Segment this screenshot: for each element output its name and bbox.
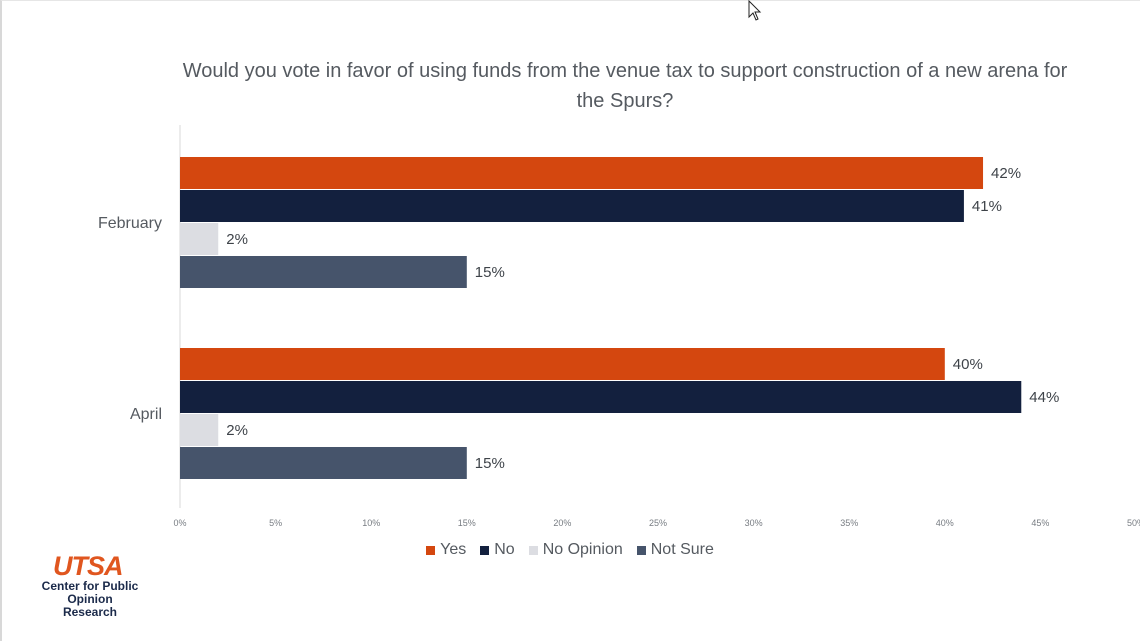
legend-label-not-sure: Not Sure <box>650 541 714 558</box>
bar-february-not-sure <box>180 256 467 288</box>
tick-labels-group: 0% 5% 10% 15% 20% 25% 30% 35% 40% 45% 50% <box>173 518 1140 528</box>
tick-label-5: 5% <box>269 518 282 528</box>
bar-february-yes <box>180 157 984 189</box>
logo-wordmark: UTSA <box>53 551 124 581</box>
tick-label-25: 25% <box>649 518 667 528</box>
tick-label-40: 40% <box>936 518 954 528</box>
legend-swatch-yes <box>426 545 436 555</box>
legend-item-no-opinion: No Opinion <box>528 541 623 559</box>
legend-swatch-no <box>480 545 490 555</box>
tick-label-20: 20% <box>553 518 571 528</box>
data-label-february-yes: 42% <box>991 165 1021 182</box>
bars-group <box>180 157 1022 479</box>
data-label-april-yes: 40% <box>953 356 983 373</box>
logo-subtitle-line1: Center for Public <box>41 579 139 593</box>
data-label-april-no-opinion: 2% <box>226 422 248 439</box>
mouse-cursor-icon <box>748 0 762 21</box>
category-label-april: April <box>130 406 162 423</box>
tick-label-0: 0% <box>173 518 186 528</box>
logo-subtitle-line2: Opinion Research <box>62 592 118 619</box>
legend-label-yes: Yes <box>440 541 467 558</box>
tick-label-30: 30% <box>745 518 763 528</box>
legend-item-not-sure: Not Sure <box>636 541 714 559</box>
legend-item-no: No <box>480 541 515 559</box>
data-label-april-not-sure: 15% <box>475 455 505 472</box>
legend-swatch-not-sure <box>636 545 646 555</box>
logo-subtitle: Center for Public Opinion Research <box>40 580 140 619</box>
legend: Yes No No Opinion Not Sure <box>0 541 1140 559</box>
tick-label-50: 50% <box>1127 518 1140 528</box>
legend-swatch-no-opinion <box>528 545 538 555</box>
data-label-april-no: 44% <box>1029 389 1059 406</box>
data-labels-group: 42% 41% 2% 15% 40% 44% 2% 15% <box>226 165 1059 472</box>
legend-label-no: No <box>494 541 515 558</box>
tick-label-15: 15% <box>458 518 476 528</box>
legend-label-no-opinion: No Opinion <box>542 541 623 558</box>
data-label-february-not-sure: 15% <box>475 264 505 281</box>
tick-label-45: 45% <box>1031 518 1049 528</box>
data-label-february-no: 41% <box>972 198 1002 215</box>
tick-label-35: 35% <box>840 518 858 528</box>
bar-april-yes <box>180 348 945 380</box>
bar-april-no <box>180 381 1022 413</box>
category-labels-group: February April <box>98 215 162 423</box>
bar-april-not-sure <box>180 447 467 479</box>
category-label-february: February <box>98 215 162 232</box>
legend-item-yes: Yes <box>426 541 466 559</box>
chart-title: Would you vote in favor of using funds f… <box>182 60 1068 112</box>
bar-april-no-opinion <box>180 414 219 446</box>
tick-label-10: 10% <box>362 518 380 528</box>
bar-february-no-opinion <box>180 223 219 255</box>
data-label-february-no-opinion: 2% <box>226 231 248 248</box>
bar-february-no <box>180 190 964 222</box>
utsa-logo: UTSA Center for Public Opinion Research <box>40 552 140 619</box>
